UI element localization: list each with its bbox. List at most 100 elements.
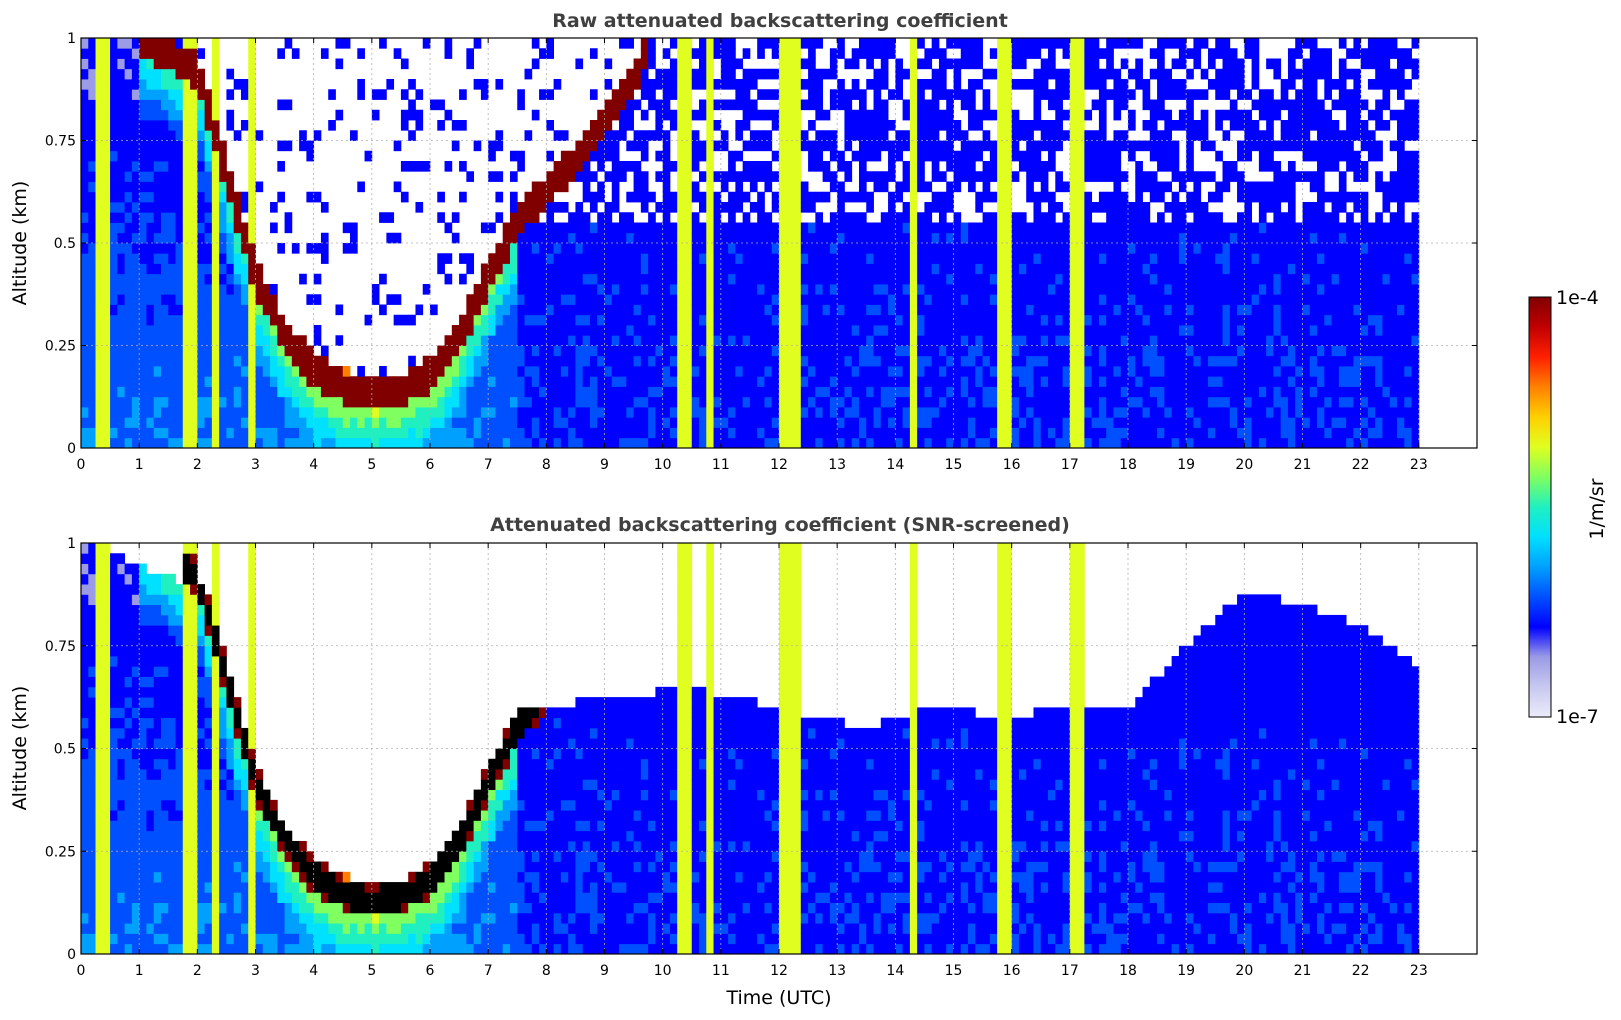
- heatmap-cell: [1069, 181, 1078, 193]
- heatmap-cell: [1062, 376, 1071, 387]
- heatmap-cell: [597, 376, 605, 387]
- heatmap-cell: [240, 386, 249, 398]
- heatmap-cell: [81, 294, 89, 305]
- heatmap-cell: [633, 263, 642, 275]
- heatmap-cell: [219, 191, 227, 203]
- heatmap-cell: [989, 212, 998, 223]
- heatmap-cell: [81, 109, 89, 121]
- heatmap-cell: [546, 314, 554, 326]
- heatmap-cell: [582, 294, 591, 305]
- heatmap-cell: [95, 284, 104, 295]
- heatmap-cell: [888, 48, 896, 59]
- heatmap-cell: [139, 212, 147, 223]
- heatmap-cell: [248, 366, 256, 377]
- heatmap-cell: [699, 243, 707, 254]
- heatmap-cell: [655, 79, 664, 90]
- heatmap-cell: [888, 284, 896, 295]
- heatmap-cell: [1142, 366, 1151, 377]
- heatmap-cell: [95, 79, 104, 90]
- heatmap-cell: [757, 232, 765, 244]
- heatmap-cell: [706, 284, 714, 295]
- heatmap-cell: [1026, 345, 1034, 357]
- heatmap-cell: [546, 366, 554, 377]
- heatmap-cell: [197, 161, 205, 172]
- heatmap-cell: [342, 427, 351, 439]
- heatmap-cell: [873, 99, 882, 111]
- heatmap-cell: [728, 386, 736, 398]
- heatmap-cell: [713, 386, 722, 398]
- heatmap-cell: [131, 355, 140, 367]
- heatmap-cell: [437, 263, 445, 275]
- heatmap-cell: [648, 38, 656, 49]
- heatmap-cell: [837, 79, 845, 90]
- heatmap-cell: [997, 314, 1005, 326]
- heatmap-cell: [764, 89, 773, 100]
- heatmap-cell: [793, 417, 802, 428]
- heatmap-cell: [240, 304, 249, 316]
- heatmap-cell: [1077, 386, 1085, 398]
- heatmap-cell: [699, 202, 707, 213]
- heatmap-cell: [924, 130, 933, 141]
- heatmap-cell: [153, 222, 162, 234]
- heatmap-cell: [248, 150, 256, 162]
- heatmap-cell: [168, 345, 176, 357]
- heatmap-cell: [895, 417, 903, 428]
- heatmap-cell: [1142, 314, 1151, 326]
- heatmap-cell: [749, 325, 758, 336]
- heatmap-cell: [277, 140, 285, 152]
- heatmap-cell: [502, 386, 511, 398]
- heatmap-cell: [924, 120, 933, 131]
- heatmap-cell: [1091, 407, 1100, 418]
- heatmap-cell: [1004, 202, 1013, 213]
- heatmap-cell: [655, 314, 664, 326]
- heatmap-cell: [640, 325, 649, 336]
- heatmap-cell: [822, 263, 831, 275]
- heatmap-cell: [611, 161, 620, 172]
- heatmap-cell: [131, 294, 140, 305]
- heatmap-cell: [1186, 294, 1194, 305]
- heatmap-cell: [953, 222, 962, 234]
- heatmap-cell: [706, 407, 714, 418]
- heatmap-cell: [160, 243, 169, 254]
- heatmap-cell: [1222, 376, 1231, 387]
- heatmap-cell: [713, 345, 722, 357]
- heatmap-cell: [190, 79, 198, 90]
- heatmap-cell: [735, 130, 744, 141]
- heatmap-cell: [1171, 407, 1180, 418]
- heatmap-cell: [459, 407, 467, 418]
- heatmap-cell: [240, 407, 249, 418]
- heatmap-cell: [240, 417, 249, 428]
- heatmap-cell: [320, 355, 329, 367]
- heatmap-cell: [895, 335, 903, 346]
- heatmap-cell: [691, 427, 700, 439]
- heatmap-cell: [160, 161, 169, 172]
- heatmap-cell: [604, 243, 613, 254]
- heatmap-cell: [1091, 99, 1100, 111]
- heatmap-cell: [844, 130, 853, 141]
- heatmap-cell: [582, 253, 591, 264]
- heatmap-cell: [720, 253, 729, 264]
- heatmap-cell: [589, 222, 598, 234]
- heatmap-cell: [866, 335, 874, 346]
- heatmap-cell: [1149, 191, 1158, 203]
- heatmap-cell: [168, 335, 176, 346]
- heatmap-cell: [880, 140, 889, 152]
- heatmap-cell: [131, 417, 140, 428]
- heatmap-cell: [88, 161, 96, 172]
- heatmap-cell: [248, 38, 256, 49]
- heatmap-cell: [648, 427, 656, 439]
- heatmap-cell: [873, 437, 882, 449]
- heatmap-cell: [909, 120, 918, 131]
- heatmap-cell: [851, 355, 860, 367]
- heatmap-cell: [800, 314, 809, 326]
- heatmap-cell: [110, 120, 118, 131]
- heatmap-cell: [713, 396, 722, 408]
- heatmap-cell: [568, 304, 576, 316]
- heatmap-cell: [313, 396, 322, 408]
- heatmap-cell: [1004, 345, 1013, 357]
- heatmap-cell: [713, 294, 722, 305]
- heatmap-cell: [844, 407, 853, 418]
- heatmap-cell: [95, 68, 104, 80]
- heatmap-cell: [219, 243, 227, 254]
- heatmap-cell: [1011, 38, 1020, 49]
